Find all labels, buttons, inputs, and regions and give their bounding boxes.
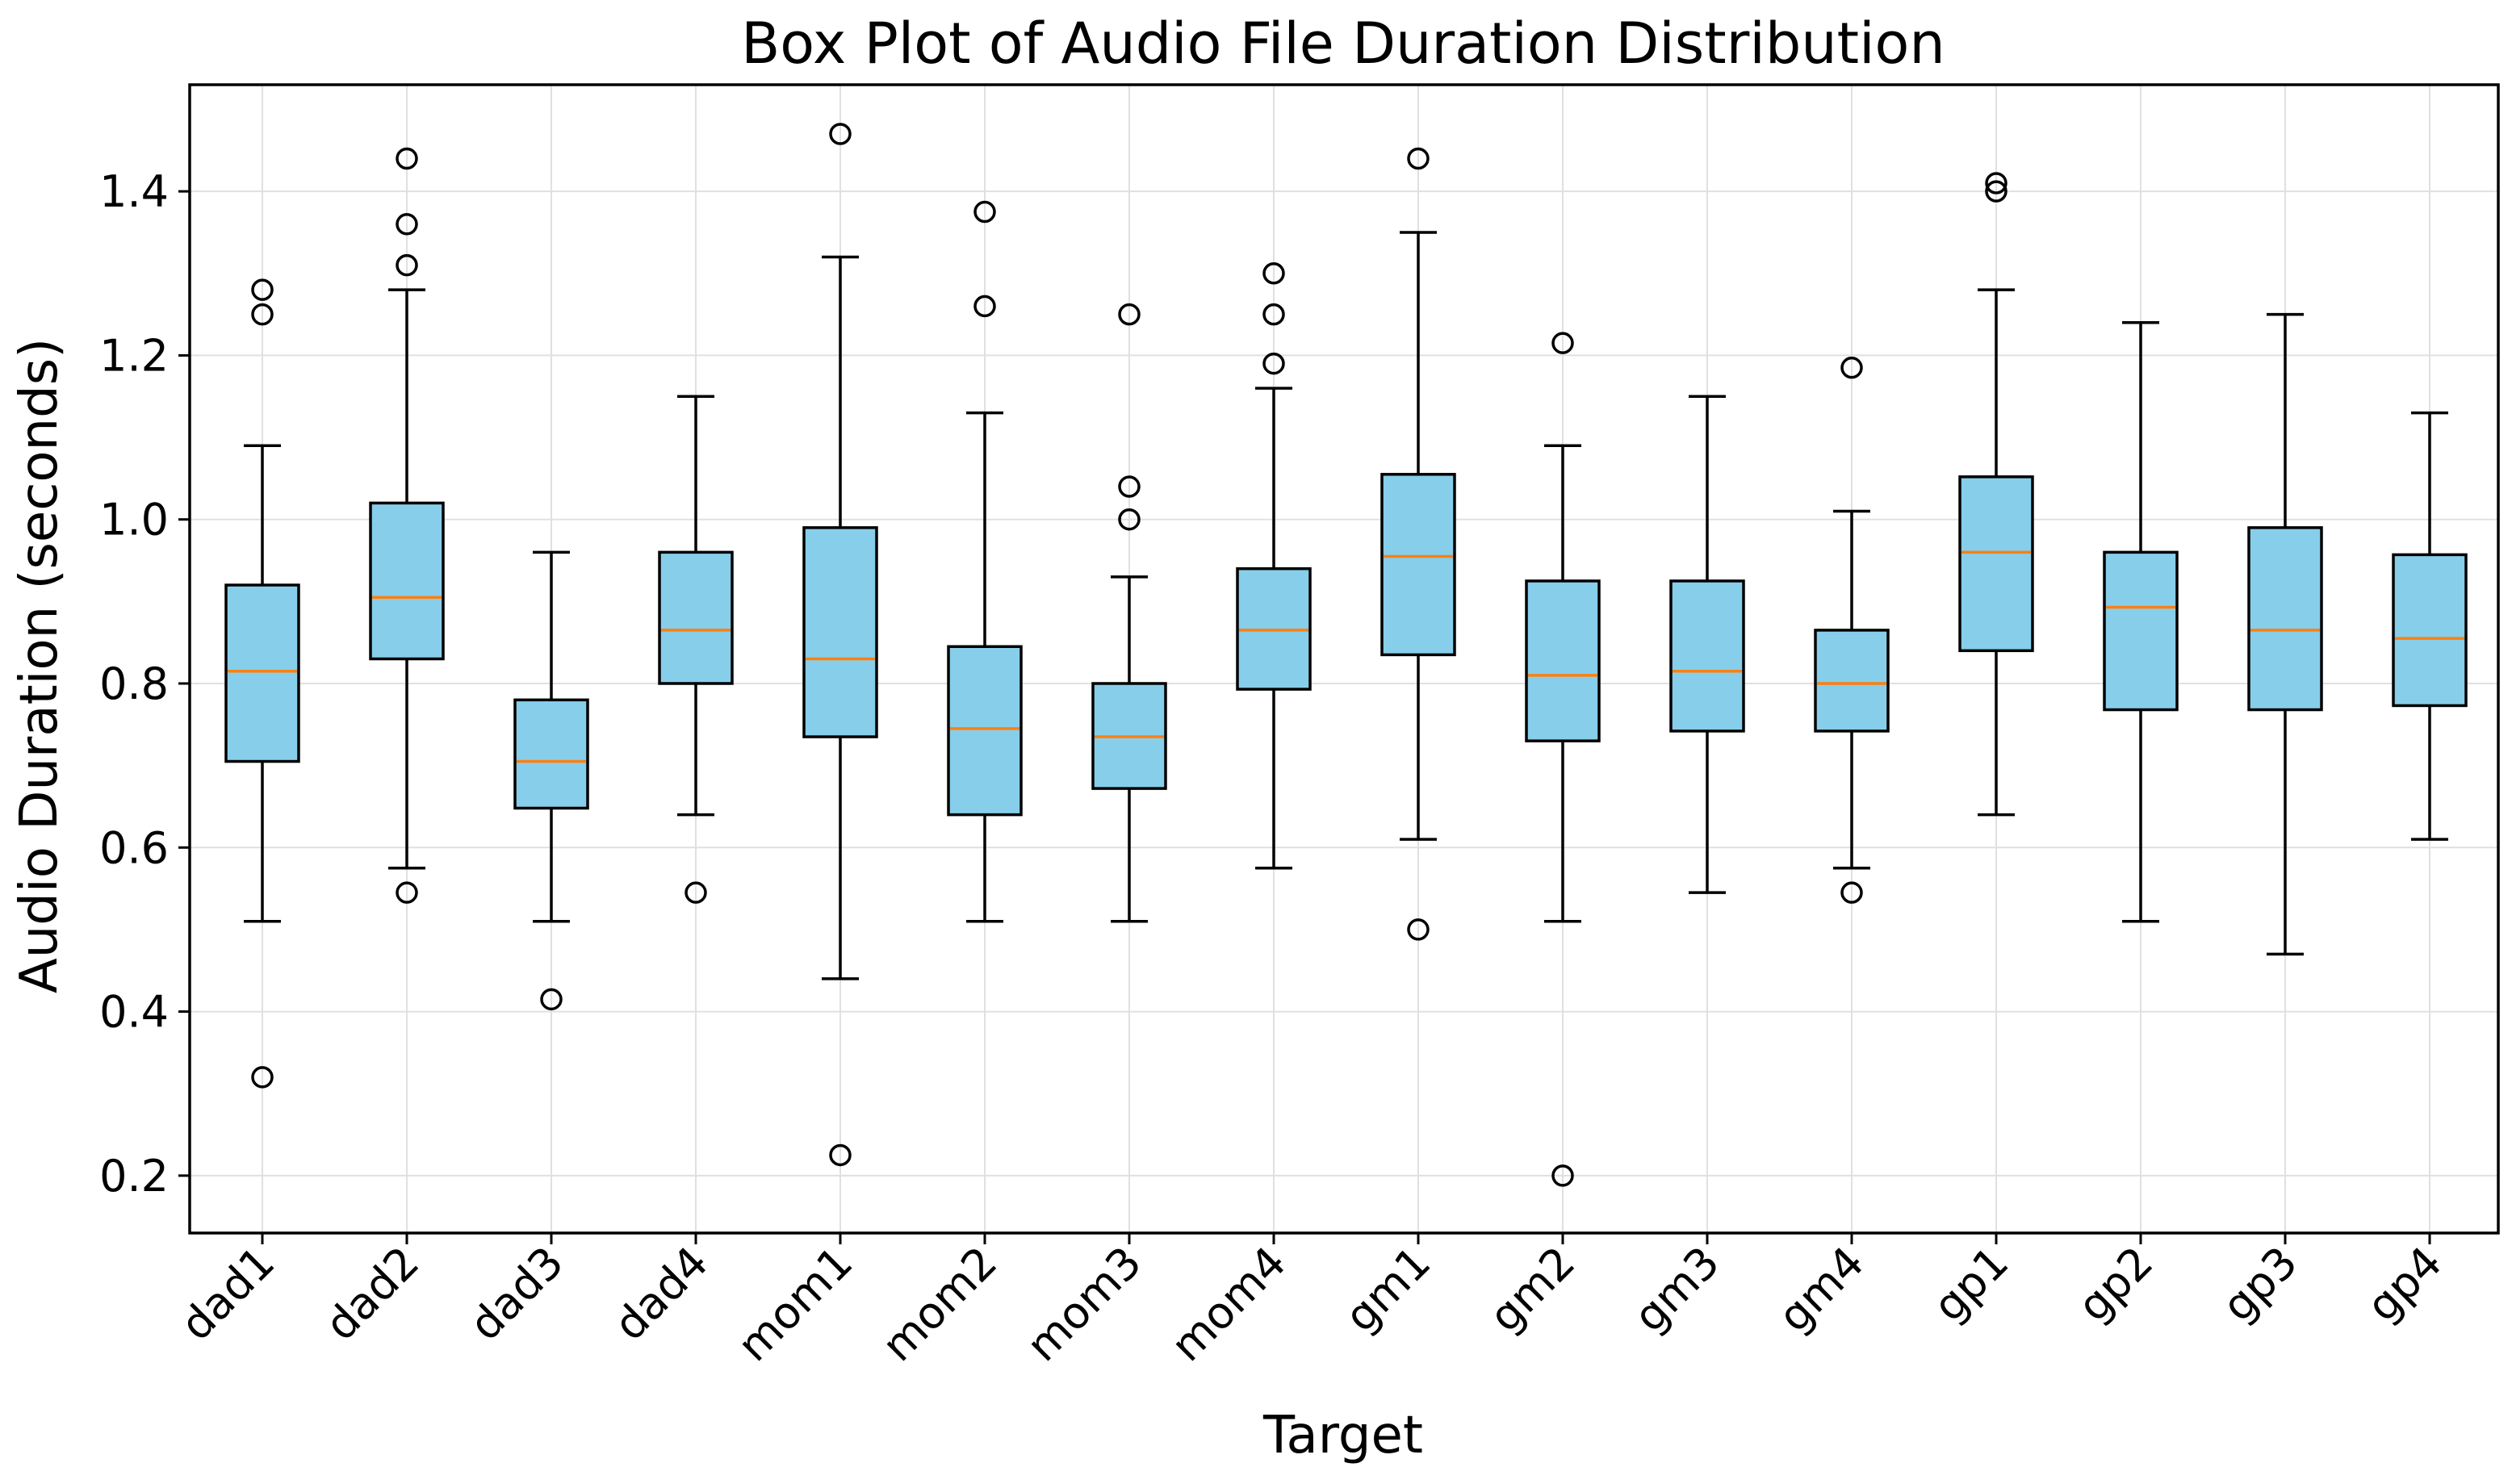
- plot-frame: [188, 83, 2500, 1235]
- outlier-point: [396, 213, 418, 236]
- iqr-box: [224, 583, 300, 763]
- chart-title: Box Plot of Audio File Duration Distribu…: [741, 10, 1945, 77]
- iqr-box: [1669, 579, 1745, 733]
- box-mom4: [1236, 262, 1312, 870]
- iqr-box: [1380, 473, 1456, 657]
- box-gp2: [2103, 321, 2179, 923]
- outlier-point: [829, 123, 852, 145]
- box-mom3: [1091, 303, 1167, 923]
- iqr-box: [947, 645, 1023, 817]
- box-dad2: [369, 147, 445, 904]
- outlier-point: [251, 278, 274, 301]
- outlier-point: [1262, 303, 1285, 326]
- box-mom1: [802, 123, 878, 1167]
- box-gp1: [1958, 172, 2034, 817]
- outlier-point: [396, 881, 418, 904]
- outlier-point: [1985, 172, 2008, 194]
- outlier-point: [1262, 352, 1285, 375]
- iqr-box: [2247, 526, 2323, 712]
- iqr-box: [369, 501, 445, 661]
- outlier-point: [1407, 918, 1430, 941]
- y-tick-label: 0.4: [99, 987, 169, 1038]
- outlier-point: [251, 303, 274, 326]
- y-axis-label: Audio Duration (seconds): [10, 338, 69, 993]
- x-axis-label: Target: [1262, 1406, 1423, 1465]
- iqr-box: [2392, 553, 2468, 708]
- box-mom2: [947, 200, 1023, 923]
- outlier-point: [1551, 332, 1574, 354]
- outlier-point: [829, 1143, 852, 1167]
- iqr-box: [1525, 579, 1601, 742]
- outlier-point: [1551, 1164, 1574, 1187]
- y-tick-label: 1.0: [99, 495, 169, 546]
- iqr-box: [513, 698, 589, 810]
- iqr-box: [802, 526, 878, 738]
- outlier-point: [1118, 475, 1141, 498]
- outlier-point: [1985, 180, 2008, 203]
- box-dad1: [224, 278, 300, 1089]
- outlier-point: [973, 200, 996, 224]
- boxes: [224, 123, 2468, 1187]
- outlier-point: [251, 1066, 274, 1089]
- outlier-point: [685, 881, 707, 904]
- iqr-box: [1958, 475, 2034, 653]
- y-tick-label: 1.2: [99, 330, 169, 381]
- outlier-point: [1118, 303, 1141, 326]
- box-gm4: [1814, 356, 1890, 904]
- box-dad4: [658, 395, 734, 904]
- box-dad3: [513, 550, 589, 1011]
- iqr-box: [1814, 629, 1890, 733]
- box-gm3: [1669, 395, 1745, 894]
- outlier-point: [973, 295, 996, 318]
- outlier-point: [396, 253, 418, 277]
- y-tick-label: 0.6: [99, 822, 169, 873]
- outlier-point: [540, 988, 563, 1011]
- outlier-point: [1262, 262, 1285, 285]
- y-tick-label: 0.8: [99, 658, 169, 709]
- y-tick-label: 1.4: [99, 166, 169, 217]
- outlier-point: [1840, 881, 1863, 904]
- outlier-point: [1407, 147, 1430, 170]
- outlier-point: [1118, 508, 1141, 531]
- outlier-point: [396, 147, 418, 170]
- box-gm2: [1525, 332, 1601, 1187]
- box-gp3: [2247, 312, 2323, 956]
- box-gm1: [1380, 147, 1456, 941]
- iqr-box: [658, 550, 734, 685]
- y-tick-label: 0.2: [99, 1151, 169, 1202]
- outlier-point: [1840, 356, 1863, 379]
- iqr-box: [2103, 550, 2179, 712]
- box-gp4: [2392, 411, 2468, 841]
